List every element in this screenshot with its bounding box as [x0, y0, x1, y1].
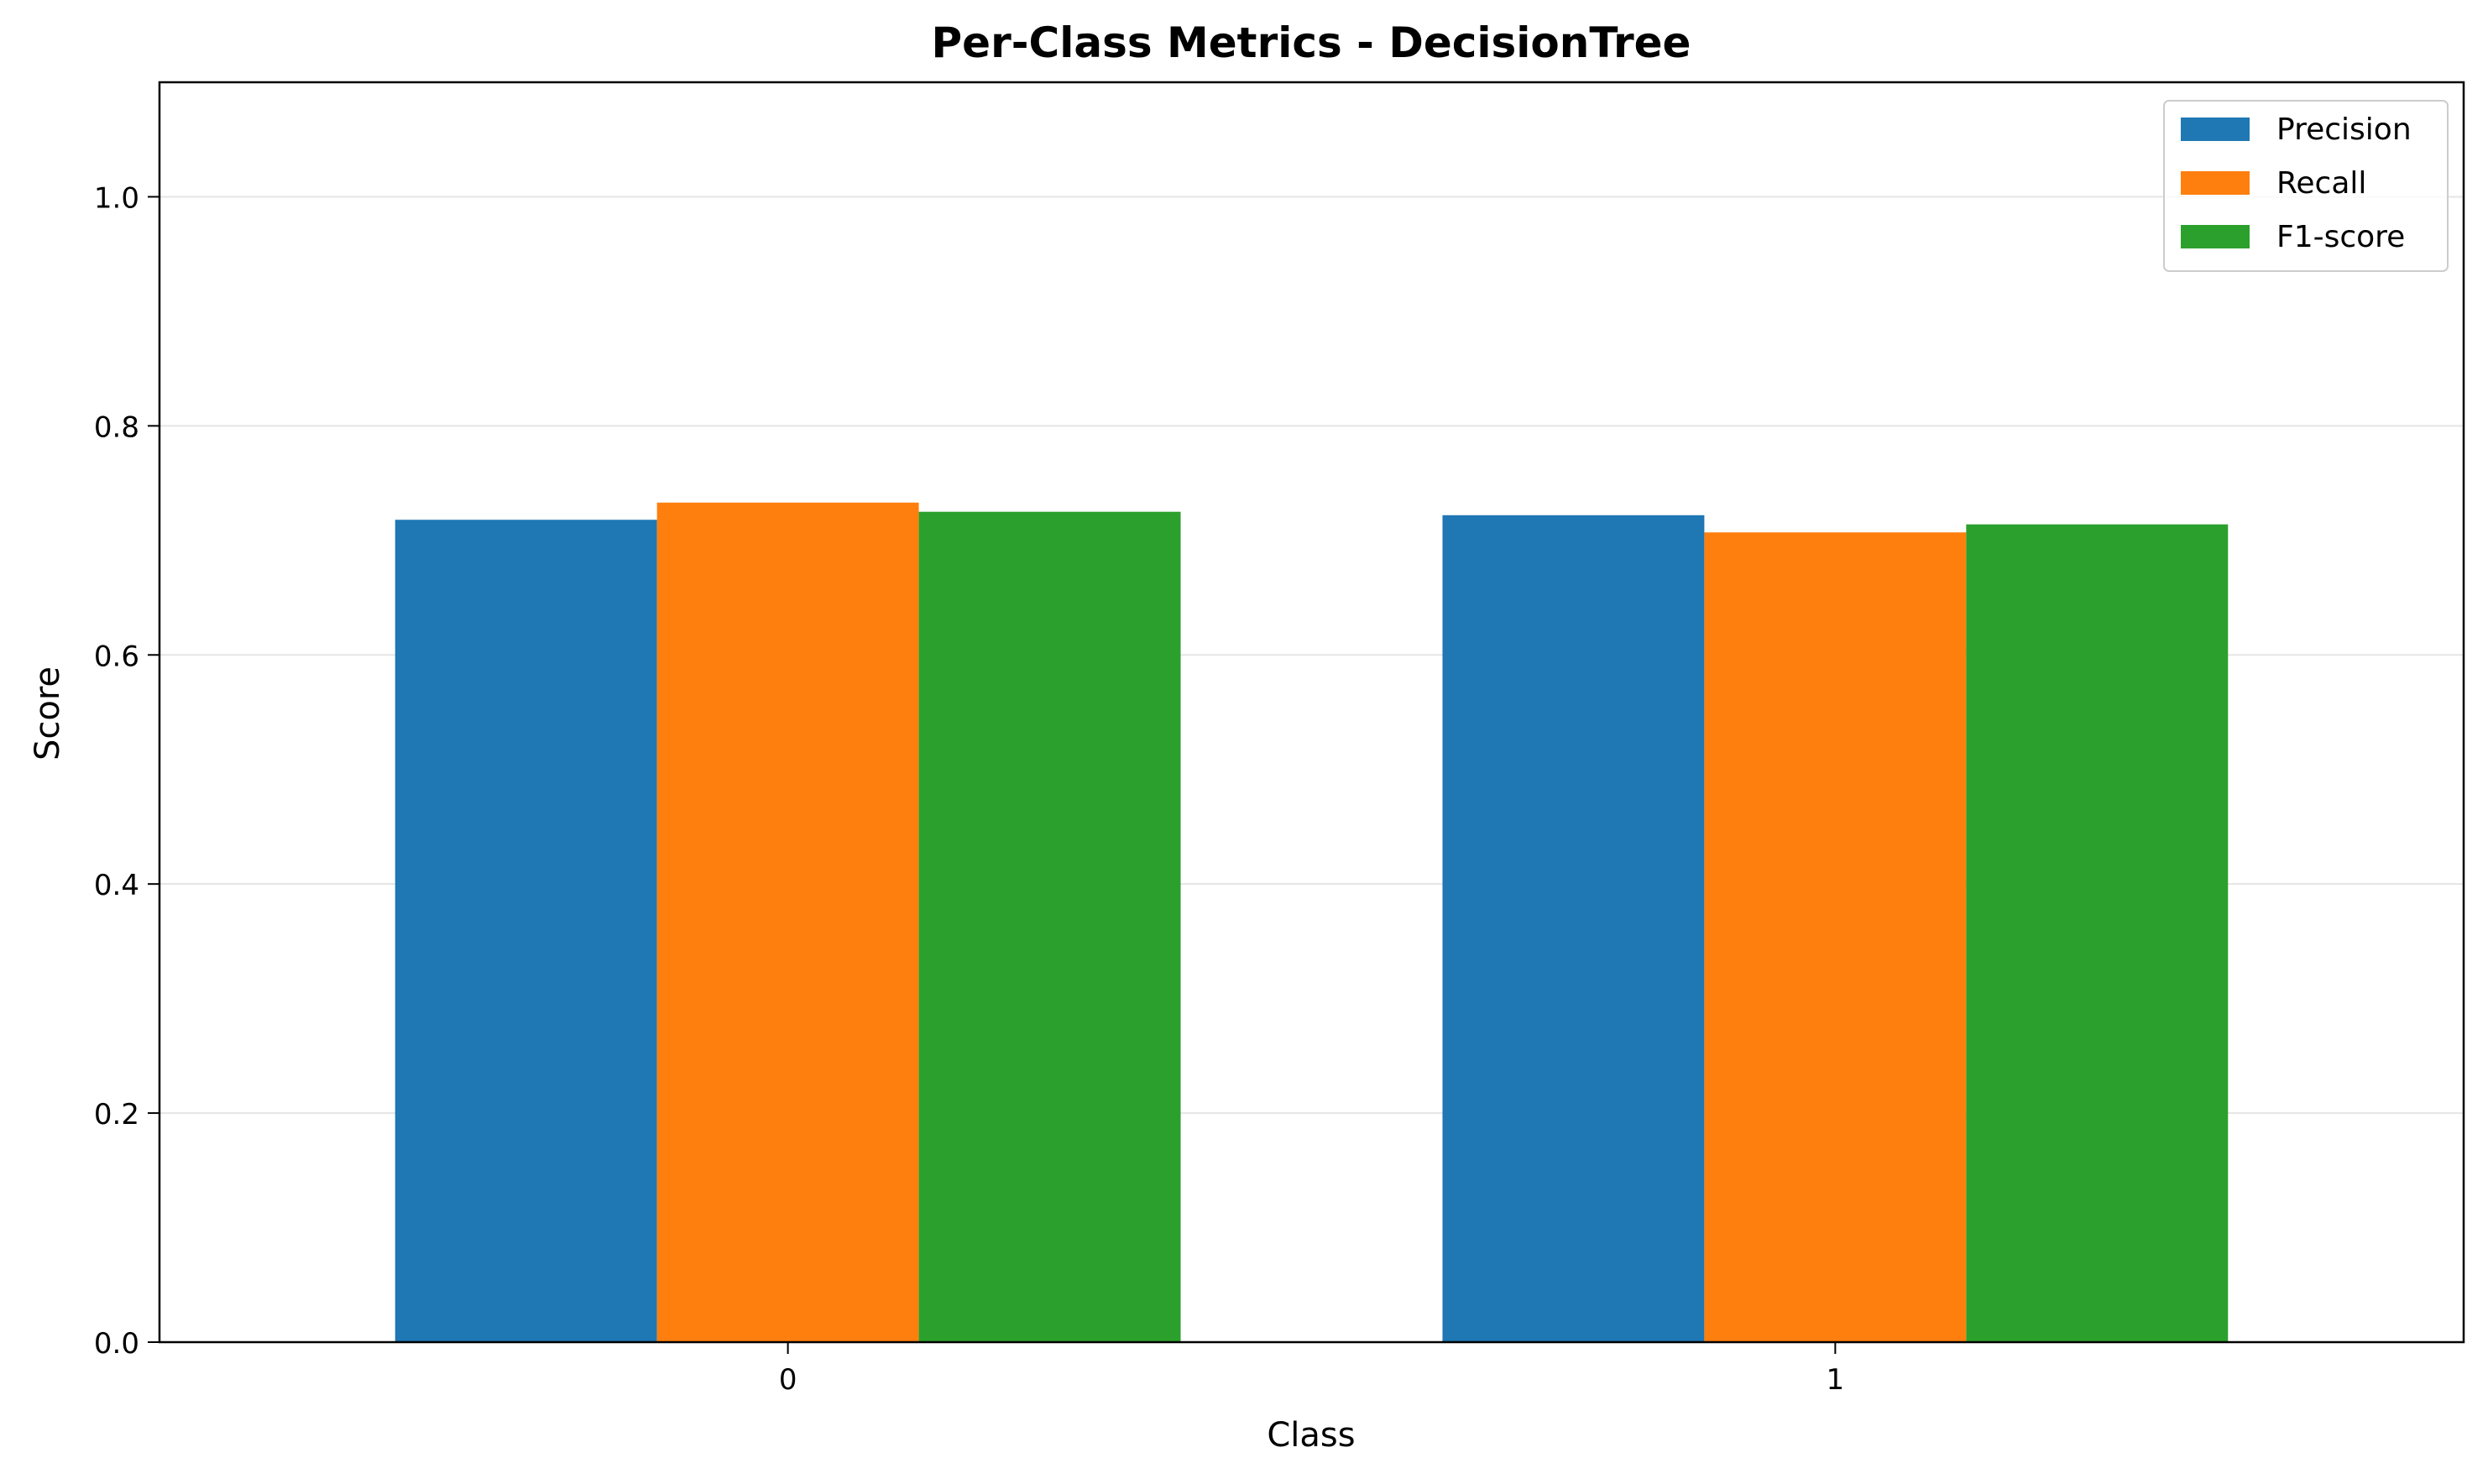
bar-recall-class-0 [656, 502, 919, 1342]
x-tick-label: 1 [1827, 1363, 1845, 1397]
chart-title: Per-Class Metrics - DecisionTree [932, 18, 1691, 67]
y-axis-ticks: 0.0 0.2 0.4 0.6 0.8 1.0 [94, 181, 159, 1361]
legend-swatch [2181, 118, 2250, 141]
x-tick-label: 0 [779, 1363, 797, 1397]
y-axis-label: Score [29, 666, 67, 760]
y-tick-label: 1.0 [94, 181, 139, 215]
bar-precision-class-1 [1442, 515, 1705, 1342]
bar-recall-class-1 [1704, 532, 1967, 1342]
legend-label: Precision [2276, 112, 2412, 147]
plot-frame [158, 81, 2465, 1344]
legend-label: Recall [2276, 166, 2366, 201]
y-tick-label: 0.8 [94, 410, 139, 444]
bar-f1-score-class-1 [1966, 524, 2229, 1342]
bars [395, 502, 2229, 1342]
y-tick-label: 0.6 [94, 640, 139, 673]
legend-label: F1-score [2276, 220, 2405, 254]
y-tick-label: 0.2 [94, 1098, 139, 1131]
y-tick-label: 0.4 [94, 869, 139, 902]
x-axis-label: Class [1267, 1416, 1355, 1455]
legend-swatch [2181, 225, 2250, 248]
legend: Precision Recall F1-score [2163, 100, 2449, 272]
y-tick-label: 0.0 [94, 1327, 139, 1361]
bar-f1-score-class-0 [918, 511, 1181, 1342]
legend-swatch [2181, 171, 2250, 195]
bar-precision-class-0 [395, 520, 657, 1342]
